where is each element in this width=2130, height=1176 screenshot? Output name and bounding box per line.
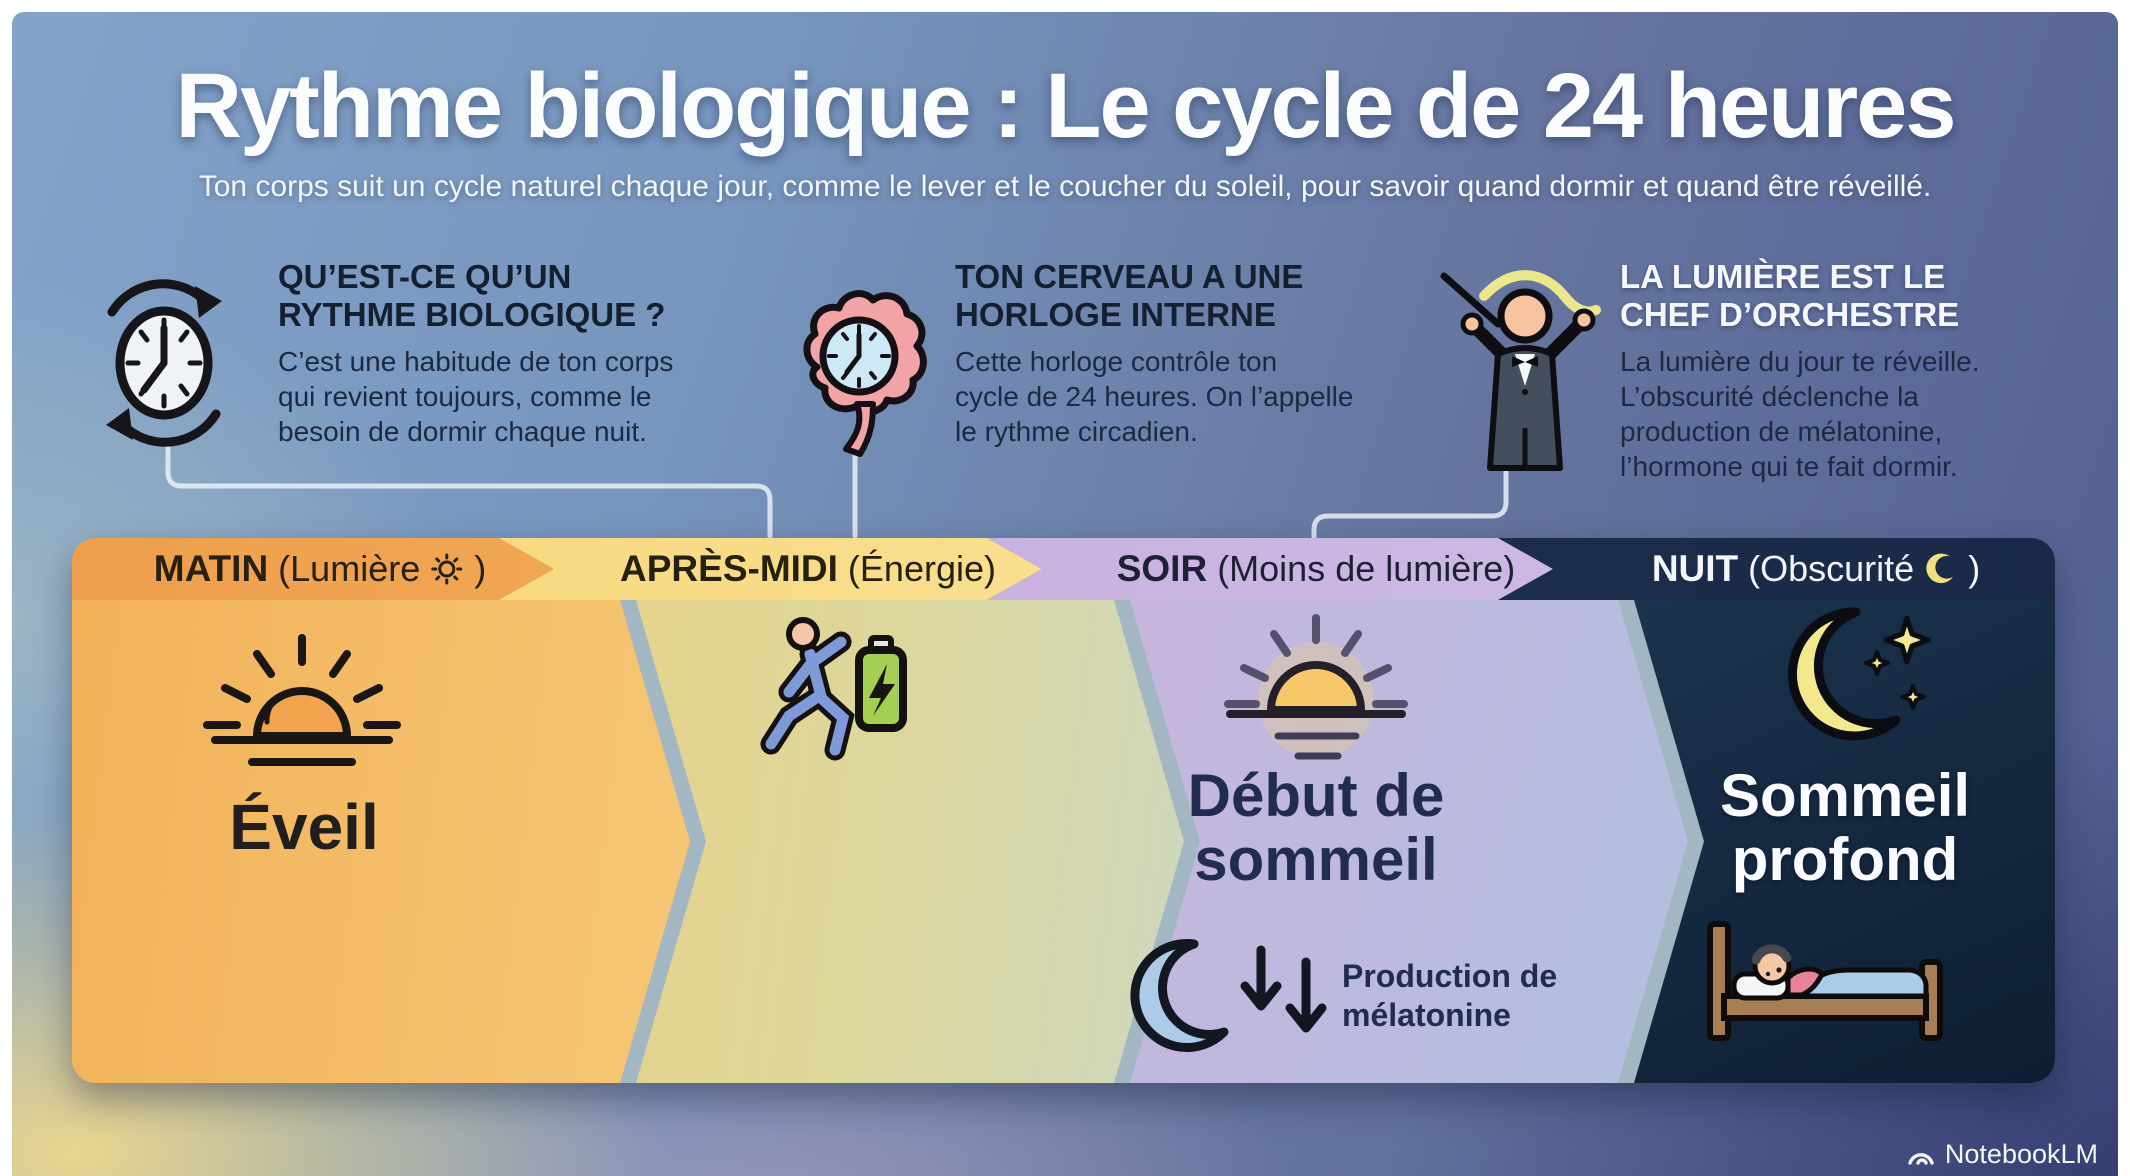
- label-nuit: NUIT (Obscurité ): [1651, 548, 1981, 589]
- panel-soir: [1130, 600, 1688, 1083]
- notebooklm-logo-icon: [1908, 1152, 1934, 1165]
- page-title: Rythme biologique : Le cycle de 24 heure…: [175, 55, 1957, 157]
- caption-sommeil-profond: Sommeil profond: [1719, 762, 1971, 894]
- caption-eveil: Éveil: [229, 791, 379, 863]
- info-body-cerveau: Cette horloge contrôle ton cycle de 24 h…: [955, 345, 1354, 448]
- notebooklm-watermark: NotebookLM: [1906, 1139, 2098, 1170]
- moon-stars-icon: [1787, 607, 1931, 741]
- label-matin: MATIN (Lumière ): [153, 548, 487, 589]
- timeline-band: MATIN (Lumière ) APRÈS-MIDI (Énergie) SO…: [72, 538, 2055, 1083]
- cycle-clock-icon: [106, 279, 222, 447]
- notebooklm-label: NotebookLM: [1944, 1139, 2098, 1169]
- segment-soir: [987, 538, 1553, 600]
- page-subtitle: Ton corps suit un cycle naturel chaque j…: [198, 170, 1932, 203]
- label-soir: SOIR (Moins de lumière): [1116, 548, 1516, 589]
- crescent-moon-icon: [1926, 553, 1954, 583]
- caption-debut-sommeil: Début de sommeil: [1187, 762, 1445, 894]
- sunset-icon: [1224, 614, 1408, 760]
- info-title-cerveau: TON CERVEAU A UNE HORLOGE INTERNE: [955, 258, 1304, 334]
- segment-apres-midi: [499, 538, 1042, 600]
- panel-apres-midi: [636, 600, 1184, 1083]
- sleeping-bed-icon: [1707, 921, 1943, 1041]
- segment-matin: [72, 538, 554, 600]
- moon-down-arrows-icon: [1130, 939, 1327, 1053]
- infographic-canvas: Rythme biologique : Le cycle de 24 heure…: [12, 12, 2118, 1176]
- info-title-lumiere: LA LUMIÈRE EST LE CHEF D’ORCHESTRE: [1620, 258, 1960, 334]
- brain-clock-icon: [803, 290, 927, 457]
- info-title-rythme: QU’EST-CE QU’UN RYTHME BIOLOGIQUE ?: [278, 258, 666, 334]
- segment-nuit: [1498, 538, 2055, 600]
- timeline-header: MATIN (Lumière ) APRÈS-MIDI (Énergie) SO…: [72, 538, 2055, 600]
- melatonin-note: Production de mélatonine: [1342, 957, 1558, 1033]
- timeline-content: Éveil: [72, 538, 2055, 1083]
- sunrise-icon: [203, 634, 401, 766]
- info-body-lumiere: La lumière du jour te réveille. L’obscur…: [1620, 345, 1980, 483]
- melatonin-row: Production de mélatonine: [1128, 936, 1557, 1056]
- panel-matin: [72, 600, 690, 1083]
- conductor-icon: [1440, 270, 1601, 471]
- info-body-rythme: C’est une habitude de ton corps qui revi…: [278, 345, 674, 448]
- sun-icon: [431, 553, 463, 585]
- runner-battery-icon: [760, 617, 907, 761]
- label-apres-midi: APRÈS-MIDI (Énergie): [620, 548, 996, 589]
